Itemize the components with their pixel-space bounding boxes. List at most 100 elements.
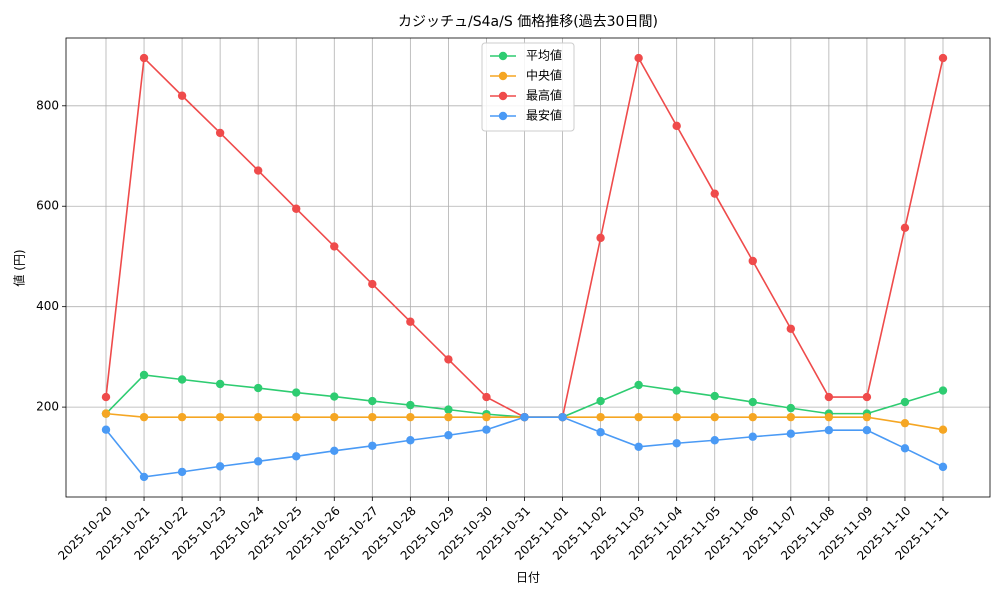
data-point xyxy=(900,444,910,453)
data-point xyxy=(634,380,643,390)
data-point xyxy=(177,375,187,384)
chart-title: カジッチュ/S4a/S 価格推移(過去30日間) xyxy=(398,14,658,30)
data-point xyxy=(253,166,263,175)
data-point xyxy=(710,436,719,445)
data-point xyxy=(330,242,339,251)
legend-label: 平均値 xyxy=(526,48,562,63)
data-point xyxy=(748,397,757,407)
legend-marker xyxy=(498,91,508,101)
data-point xyxy=(710,189,719,198)
data-point xyxy=(710,391,719,401)
data-point xyxy=(938,53,948,63)
data-point xyxy=(786,403,796,413)
legend-label: 最安値 xyxy=(526,108,562,123)
data-point xyxy=(444,412,453,422)
data-point xyxy=(824,392,834,402)
data-point xyxy=(330,412,339,422)
data-point xyxy=(215,128,225,138)
data-point xyxy=(101,425,111,434)
data-point xyxy=(748,432,757,441)
data-point xyxy=(938,425,948,434)
data-point xyxy=(862,426,872,435)
data-point xyxy=(444,405,453,414)
data-point xyxy=(406,317,415,326)
data-point xyxy=(482,392,491,402)
data-point xyxy=(938,462,948,472)
data-point xyxy=(368,396,377,406)
data-point xyxy=(292,412,301,422)
data-point xyxy=(177,412,187,422)
data-point xyxy=(672,386,681,395)
data-point xyxy=(406,400,415,410)
data-point xyxy=(253,383,263,393)
data-point xyxy=(139,370,149,380)
data-point xyxy=(672,439,681,448)
data-point xyxy=(862,392,872,402)
legend-label: 中央値 xyxy=(526,68,562,83)
data-point xyxy=(900,223,910,233)
data-point xyxy=(748,412,757,422)
data-point xyxy=(634,53,643,63)
y-axis-label: 値 (円) xyxy=(12,249,27,286)
data-point xyxy=(482,412,491,422)
data-point xyxy=(634,442,643,451)
data-point xyxy=(862,412,872,422)
data-point xyxy=(292,388,301,397)
data-point xyxy=(824,426,834,435)
data-point xyxy=(748,256,757,266)
data-point xyxy=(139,472,149,482)
data-point xyxy=(101,392,111,402)
data-point xyxy=(215,462,225,471)
data-point xyxy=(253,412,263,422)
data-point xyxy=(368,412,377,422)
data-point xyxy=(330,446,339,455)
data-point xyxy=(520,412,529,422)
data-point xyxy=(177,91,187,100)
data-point xyxy=(596,428,605,437)
legend-marker xyxy=(498,111,508,121)
data-point xyxy=(215,379,225,389)
data-point xyxy=(786,412,796,422)
y-tick-label: 600 xyxy=(36,199,59,213)
data-point xyxy=(292,204,301,213)
y-tick-label: 800 xyxy=(36,98,59,112)
data-point xyxy=(215,412,225,422)
data-point xyxy=(786,324,796,333)
y-tick-label: 200 xyxy=(36,400,59,414)
data-point xyxy=(368,441,377,450)
data-point xyxy=(101,409,111,418)
data-point xyxy=(786,429,796,438)
data-point xyxy=(824,412,834,422)
data-point xyxy=(406,436,415,445)
y-tick-label: 400 xyxy=(36,299,59,313)
data-point xyxy=(330,392,339,401)
data-point xyxy=(672,412,681,422)
data-point xyxy=(634,412,643,422)
data-point xyxy=(596,412,605,422)
data-point xyxy=(444,355,453,364)
plot-frame xyxy=(65,37,991,498)
data-point xyxy=(938,386,948,395)
data-point xyxy=(368,279,377,289)
data-point xyxy=(558,412,567,422)
data-point xyxy=(900,418,910,428)
data-point xyxy=(444,431,453,440)
legend-marker xyxy=(498,71,508,81)
legend-box xyxy=(481,42,575,132)
x-axis-label: 日付 xyxy=(516,571,540,585)
legend-label: 最高値 xyxy=(526,88,562,103)
data-point xyxy=(900,397,910,407)
data-point xyxy=(139,412,149,422)
data-point xyxy=(596,233,605,243)
data-point xyxy=(710,412,719,422)
data-point xyxy=(292,452,301,461)
data-point xyxy=(253,457,263,466)
legend-marker xyxy=(498,51,508,61)
data-point xyxy=(139,53,149,63)
data-point xyxy=(596,396,605,406)
data-point xyxy=(672,121,681,131)
data-point xyxy=(482,425,491,434)
data-point xyxy=(406,412,415,422)
data-point xyxy=(177,467,187,477)
